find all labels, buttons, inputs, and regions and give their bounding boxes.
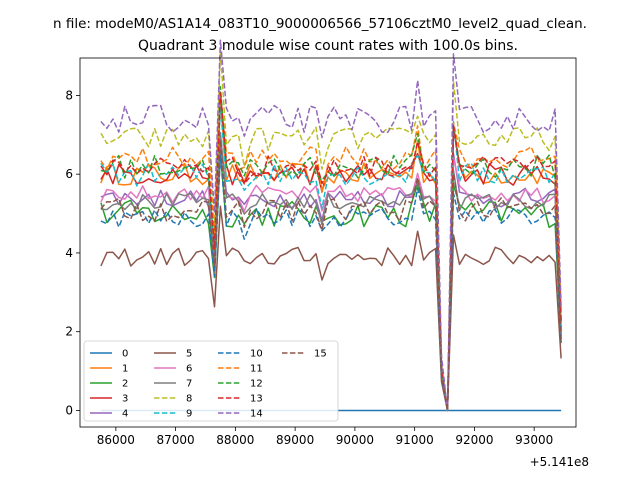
axes-frame (79, 57, 577, 428)
legend-label-2: 2 (122, 379, 128, 390)
series-line-5 (100, 205, 562, 412)
legend-label-7: 7 (186, 379, 192, 390)
x-tick-label: 86000 (97, 433, 135, 447)
series-line-8 (100, 49, 562, 412)
legend-box (83, 340, 339, 422)
series-line-9 (100, 104, 562, 412)
y-tick-label: 2 (65, 325, 73, 339)
y-tick-label: 0 (65, 403, 73, 417)
legend-label-9: 9 (186, 409, 192, 420)
legend-label-15: 15 (314, 349, 327, 360)
y-tick-label: 6 (65, 167, 73, 181)
x-tick-label: 93000 (515, 433, 553, 447)
x-offset-label: +5.141e8 (530, 455, 589, 469)
legend-label-8: 8 (186, 394, 192, 405)
chart-title: Quadrant 3 module wise count rates with … (138, 38, 518, 54)
series-line-10 (100, 154, 562, 412)
x-tick-label: 92000 (455, 433, 493, 447)
x-tick-label: 90000 (336, 433, 374, 447)
legend-label-10: 10 (250, 349, 263, 360)
x-tick-label: 89000 (276, 433, 314, 447)
legend-label-13: 13 (250, 394, 263, 405)
legend-label-3: 3 (122, 394, 128, 405)
legend-label-4: 4 (122, 409, 128, 420)
plot-area (100, 39, 562, 412)
series-line-12 (100, 85, 562, 412)
series-line-4 (100, 143, 562, 412)
x-tick-label: 87000 (157, 433, 195, 447)
series-line-14 (100, 39, 562, 412)
x-tick-label: 88000 (216, 433, 254, 447)
series-line-3 (100, 93, 562, 412)
series-line-15 (100, 139, 562, 412)
figure-suptitle: n file: modeM0/AS1A14_083T10_9000006566_… (53, 16, 587, 32)
legend-label-0: 0 (122, 349, 128, 360)
legend-label-6: 6 (186, 364, 192, 375)
legend-label-11: 11 (250, 364, 263, 375)
legend-label-5: 5 (186, 349, 192, 360)
y-tick-label: 8 (65, 88, 73, 102)
series-line-2 (100, 149, 562, 412)
axes: 86000 87000 88000 89000 90000 91000 92000 93000… (65, 57, 577, 447)
y-tick-label: 4 (65, 246, 73, 260)
legend-label-1: 1 (122, 364, 128, 375)
legend-label-14: 14 (250, 409, 263, 420)
x-tick-label: 91000 (396, 433, 434, 447)
legend-label-12: 12 (250, 379, 263, 390)
